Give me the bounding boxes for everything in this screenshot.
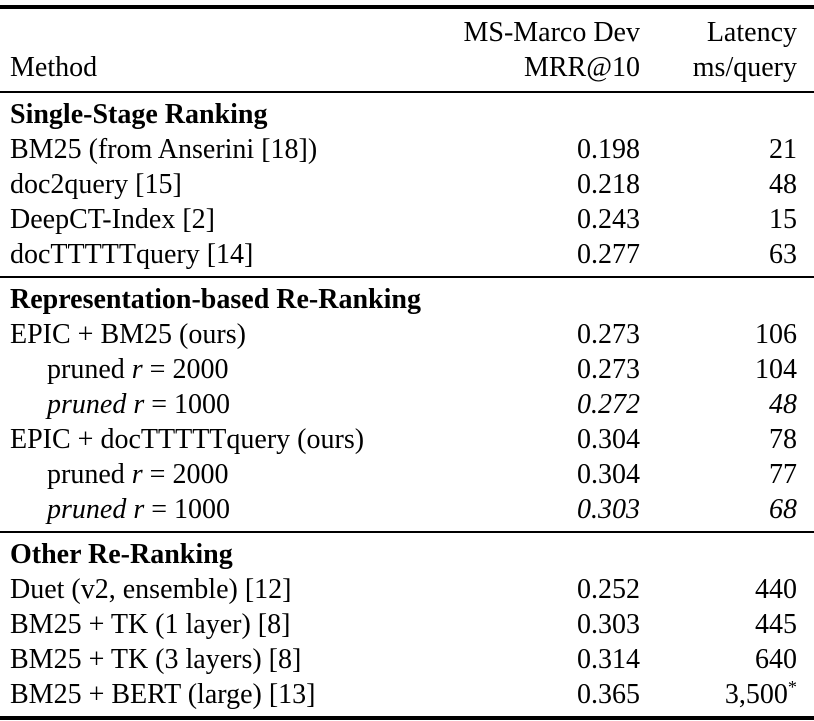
latency-cell: 3,500* xyxy=(724,677,797,710)
latency-cell: 68 xyxy=(769,494,797,525)
header-mrr-line1: MS-Marco Dev xyxy=(463,17,640,48)
header-row: Method MS-Marco Dev MRR@10 Latency ms/qu… xyxy=(0,7,814,92)
method-cell: BM25 + TK (1 layer) [8] xyxy=(10,609,291,640)
table-row: Duet (v2, ensemble) [12] 0.252 440 xyxy=(0,572,814,607)
header-latency: Latency ms/query xyxy=(640,7,814,92)
math-variable: r xyxy=(133,494,145,525)
method-cell: docTTTTTquery [14] xyxy=(10,239,254,270)
table-row: pruned r = 2000 0.304 77 xyxy=(0,457,814,492)
latency-cell: 63 xyxy=(769,239,797,270)
table-section-1: Representation-based Re-Ranking EPIC + BM… xyxy=(0,277,814,532)
mrr-cell: 0.304 xyxy=(577,459,640,490)
mrr-cell: 0.314 xyxy=(577,644,640,675)
method-cell: EPIC + BM25 (ours) xyxy=(10,319,246,350)
method-text: pruned xyxy=(47,354,132,385)
method-cell: pruned r = 2000 xyxy=(0,457,455,492)
table-row: EPIC + BM25 (ours) 0.273 106 xyxy=(0,317,814,352)
table-header: Method MS-Marco Dev MRR@10 Latency ms/qu… xyxy=(0,7,814,92)
section-title: Single-Stage Ranking xyxy=(10,99,268,130)
section-title: Representation-based Re-Ranking xyxy=(10,284,421,315)
latency-cell: 21 xyxy=(769,134,797,165)
math-variable: r xyxy=(133,389,145,420)
method-cell: pruned r = 2000 xyxy=(0,352,455,387)
table-section-0: Single-Stage Ranking BM25 (from Anserini … xyxy=(0,92,814,277)
method-cell: pruned r = 1000 xyxy=(0,387,455,422)
mrr-cell: 0.252 xyxy=(577,574,640,605)
header-mrr-line2: MRR@10 xyxy=(523,52,640,83)
mrr-cell: 0.243 xyxy=(577,204,640,235)
results-table: Method MS-Marco Dev MRR@10 Latency ms/qu… xyxy=(0,5,814,720)
latency-cell: 48 xyxy=(769,169,797,200)
latency-cell: 640 xyxy=(755,644,797,675)
method-cell: BM25 + BERT (large) [13] xyxy=(10,679,316,710)
math-variable: r xyxy=(131,354,143,385)
table-row: EPIC + docTTTTTquery (ours) 0.304 78 xyxy=(0,422,814,457)
latency-cell: 445 xyxy=(755,609,797,640)
method-text: pruned xyxy=(47,494,134,525)
method-cell: BM25 (from Anserini [18]) xyxy=(10,134,318,165)
method-text: pruned xyxy=(47,389,134,420)
latency-cell: 48 xyxy=(769,389,797,420)
table-row: DeepCT-Index [2] 0.243 15 xyxy=(0,202,814,237)
mrr-cell: 0.198 xyxy=(577,134,640,165)
method-value: = 2000 xyxy=(142,459,229,490)
latency-cell: 106 xyxy=(755,319,797,350)
header-latency-line2: ms/query xyxy=(692,52,797,83)
mrr-cell: 0.218 xyxy=(577,169,640,200)
latency-cell: 440 xyxy=(755,574,797,605)
method-cell: doc2query [15] xyxy=(10,169,182,200)
method-value: = 2000 xyxy=(142,354,229,385)
mrr-cell: 0.273 xyxy=(577,319,640,350)
header-mrr: MS-Marco Dev MRR@10 xyxy=(455,7,640,92)
mrr-cell: 0.304 xyxy=(577,424,640,455)
method-cell: EPIC + docTTTTTquery (ours) xyxy=(10,424,365,455)
header-latency-line1: Latency xyxy=(706,17,797,48)
section-title-row: Other Re-Ranking xyxy=(0,532,814,572)
method-cell: DeepCT-Index [2] xyxy=(10,204,216,235)
table-row: pruned r = 2000 0.273 104 xyxy=(0,352,814,387)
latency-cell: 15 xyxy=(769,204,797,235)
table-row: doc2query [15] 0.218 48 xyxy=(0,167,814,202)
latency-cell: 77 xyxy=(769,459,797,490)
latency-cell: 104 xyxy=(755,354,797,385)
mrr-cell: 0.303 xyxy=(577,609,640,640)
table-row: BM25 (from Anserini [18]) 0.198 21 xyxy=(0,132,814,167)
table-row: BM25 + TK (1 layer) [8] 0.303 445 xyxy=(0,607,814,642)
table-row: pruned r = 1000 0.272 48 xyxy=(0,387,814,422)
table-row: BM25 + TK (3 layers) [8] 0.314 640 xyxy=(0,642,814,677)
table-row: pruned r = 1000 0.303 68 xyxy=(0,492,814,532)
section-title: Other Re-Ranking xyxy=(10,539,233,570)
mrr-cell: 0.272 xyxy=(577,389,640,420)
mrr-cell: 0.273 xyxy=(577,354,640,385)
section-title-row: Single-Stage Ranking xyxy=(0,92,814,132)
mrr-cell: 0.277 xyxy=(577,239,640,270)
table-row: BM25 + BERT (large) [13] 0.365 3,500* xyxy=(0,677,814,718)
method-value: = 1000 xyxy=(144,389,231,420)
latency-cell: 78 xyxy=(769,424,797,455)
section-title-row: Representation-based Re-Ranking xyxy=(0,277,814,317)
header-method: Method xyxy=(10,52,98,83)
method-cell: Duet (v2, ensemble) [12] xyxy=(10,574,292,605)
method-cell: BM25 + TK (3 layers) [8] xyxy=(10,644,302,675)
mrr-cell: 0.303 xyxy=(577,494,640,525)
mrr-cell: 0.365 xyxy=(577,679,640,710)
method-cell: pruned r = 1000 xyxy=(0,492,455,532)
method-value: = 1000 xyxy=(144,494,231,525)
table-row: docTTTTTquery [14] 0.277 63 xyxy=(0,237,814,277)
table-section-2: Other Re-Ranking Duet (v2, ensemble) [12]… xyxy=(0,532,814,718)
latency-footnote-marker: * xyxy=(787,677,797,697)
method-text: pruned xyxy=(47,459,132,490)
math-variable: r xyxy=(131,459,143,490)
